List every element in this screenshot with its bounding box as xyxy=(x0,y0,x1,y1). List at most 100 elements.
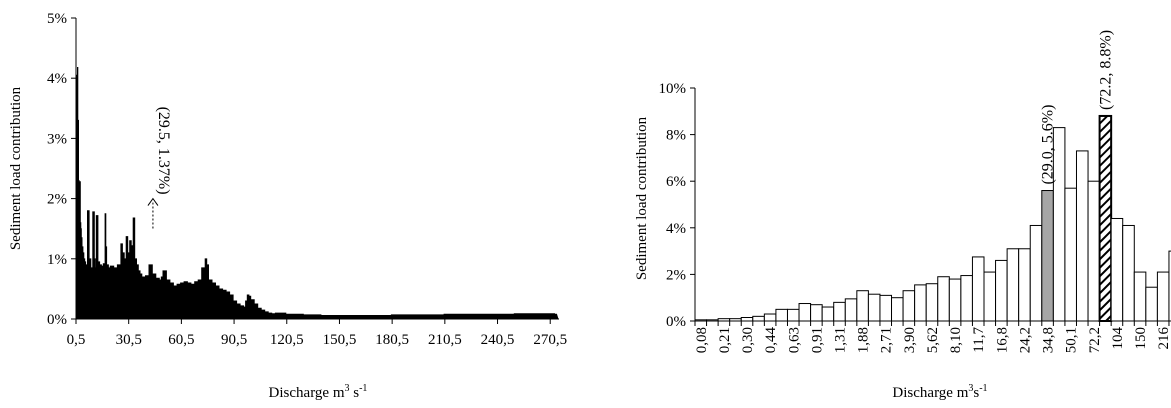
x-tick-label: 180,5 xyxy=(375,332,409,348)
x-axis-title-part: Discharge m xyxy=(269,385,345,401)
x-axis-title-part: -1 xyxy=(979,383,987,394)
histogram-bar xyxy=(1156,271,1170,322)
x-tick-label: 0,21 xyxy=(717,327,733,353)
histogram-bar xyxy=(1133,271,1147,322)
x-tick-label: 60,5 xyxy=(168,332,194,348)
histogram-bar xyxy=(867,293,881,322)
x-axis-title-part: 3 xyxy=(345,383,350,394)
x-tick-label: 0,08 xyxy=(694,327,710,353)
x-tick-label: 210,5 xyxy=(428,332,462,348)
x-axis-title-part: -1 xyxy=(359,383,367,394)
histogram-bar xyxy=(752,315,765,322)
x-tick-label: 150,5 xyxy=(323,332,357,348)
histogram-bar xyxy=(995,259,1008,322)
histogram-bar xyxy=(821,306,835,322)
histogram-bar xyxy=(925,283,939,322)
histogram-bar xyxy=(960,275,973,322)
histogram-bar xyxy=(879,294,893,322)
histogram-bar xyxy=(1018,248,1031,322)
y-tick-label: 0% xyxy=(47,312,67,328)
y-axis-title: Sediment load contribution xyxy=(634,116,650,280)
y-tick-label: 4% xyxy=(666,221,686,237)
histogram-bar xyxy=(844,298,858,322)
histogram-bar xyxy=(983,271,997,322)
y-tick-label: 2% xyxy=(666,267,686,283)
x-tick-label: 90,5 xyxy=(221,332,247,348)
x-axis-title: Discharge m3s-1 xyxy=(892,383,987,401)
x-tick-label: 240,5 xyxy=(481,332,515,348)
x-tick-label: 11,7 xyxy=(971,327,987,353)
x-tick-label: 1,88 xyxy=(856,327,872,353)
bar-annotation-label: (29.0, 5.6%) xyxy=(1040,105,1057,185)
histogram-bar xyxy=(856,290,869,322)
histogram-bar xyxy=(971,256,985,322)
histogram-bar xyxy=(948,278,962,322)
y-tick-label: 10% xyxy=(659,81,687,97)
x-tick-label: 50,1 xyxy=(1064,327,1080,353)
y-tick-label: 8% xyxy=(666,128,686,144)
histogram-bar xyxy=(1087,180,1101,322)
histogram-bar xyxy=(1006,248,1020,322)
x-tick-label: 0,5 xyxy=(67,332,86,348)
y-tick-label: 1% xyxy=(47,252,67,268)
x-tick-label: 16,8 xyxy=(994,327,1010,353)
histogram-bar xyxy=(798,303,812,322)
histogram-bar xyxy=(1029,224,1043,322)
annotation-arrowhead xyxy=(147,197,159,206)
y-tick-label: 4% xyxy=(47,71,67,87)
x-tick-label: 150 xyxy=(1133,327,1149,350)
y-tick-label: 0% xyxy=(666,314,686,330)
histogram-bar xyxy=(1122,224,1135,322)
x-tick-label: 3,90 xyxy=(902,327,918,353)
histogram-bar xyxy=(891,297,904,322)
x-tick-label: 0,44 xyxy=(763,327,779,354)
histogram-bar xyxy=(1041,190,1054,322)
x-tick-label: 34,8 xyxy=(1041,327,1057,353)
bar-annotation-label: (72.2, 8.8%) xyxy=(1097,30,1114,110)
sediment-area-series xyxy=(75,67,559,320)
x-axis-title: Discharge m3 s-1 xyxy=(269,383,368,401)
x-tick-label: 1,31 xyxy=(833,327,849,353)
histogram-bar xyxy=(937,276,950,322)
histogram-bar xyxy=(763,313,777,322)
histogram-bar xyxy=(1098,114,1113,322)
x-tick-label: 270,5 xyxy=(533,332,567,348)
x-tick-label: 24,2 xyxy=(1017,327,1033,353)
histogram-bar xyxy=(1075,150,1089,322)
histogram-bar xyxy=(902,290,916,322)
x-tick-label: 8,10 xyxy=(948,327,964,353)
histogram-bar xyxy=(914,284,927,322)
histogram-bar xyxy=(740,317,754,322)
x-tick-label: 120,5 xyxy=(270,332,304,348)
y-tick-label: 3% xyxy=(47,131,67,147)
annotation-label: (29.5, 1.37%) xyxy=(155,107,172,195)
x-tick-label: 216 xyxy=(1156,327,1171,350)
histogram-bar xyxy=(1168,250,1171,322)
y-axis-title: Sediment load contribution xyxy=(8,86,24,250)
right-chart: 0% 2% 4% 6% 8% 10% 0,08 0,21 0,30 0,44 0,63 0,91 1,3… xyxy=(634,30,1171,353)
histogram-bar xyxy=(810,304,823,322)
x-tick-label: 0,63 xyxy=(786,327,802,353)
histogram-bar xyxy=(1064,187,1077,322)
left-chart: 0% 1% 2% 3% 4% 5% 0,5 30,5 60,5 90,5 120,5 150,5 180… xyxy=(8,11,567,348)
x-tick-label: 0,91 xyxy=(809,327,825,353)
histogram-bar xyxy=(1110,217,1124,322)
x-tick-label: 104 xyxy=(1110,327,1126,350)
histogram-bar xyxy=(786,308,800,322)
x-tick-label: 2,71 xyxy=(879,327,895,353)
histogram-bar xyxy=(1145,286,1158,322)
y-tick-label: 6% xyxy=(666,174,686,190)
x-axis-title-part: s xyxy=(350,385,360,401)
x-axis-title-part: s xyxy=(973,385,979,401)
x-axis-title-part: 3 xyxy=(968,383,973,394)
x-tick-label: 30,5 xyxy=(116,332,142,348)
histogram-bar xyxy=(775,308,788,322)
histogram-bar xyxy=(833,301,846,322)
x-axis-title-part: Discharge m xyxy=(892,385,968,401)
x-tick-label: 5,62 xyxy=(925,327,941,353)
x-tick-label: 72,2 xyxy=(1087,327,1103,353)
y-tick-label: 2% xyxy=(47,192,67,208)
x-tick-label: 0,30 xyxy=(740,327,756,353)
y-tick-label: 5% xyxy=(47,11,67,27)
